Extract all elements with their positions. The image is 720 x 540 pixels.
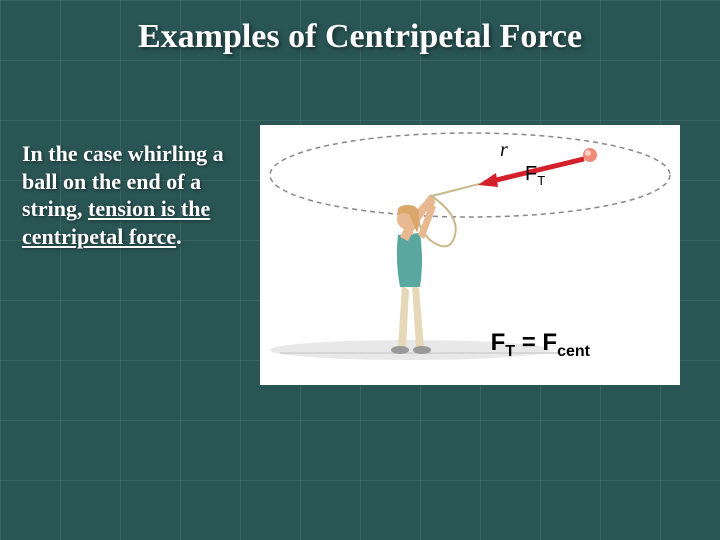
force-tension-label: FT <box>525 163 545 188</box>
body-line-underlined: centripetal force <box>22 224 176 249</box>
radius-label: r <box>500 139 508 162</box>
eq-sub1: T <box>505 343 515 360</box>
eq-F1: F <box>491 329 506 356</box>
ft-sub: T <box>537 173 545 188</box>
body-punct: . <box>176 224 182 249</box>
diagram-panel: r FT FT = Fcent <box>260 125 680 385</box>
slide-title: Examples of Centripetal Force <box>0 18 720 56</box>
diagram-svg <box>260 125 680 385</box>
eq-equals: = <box>515 329 542 356</box>
body-line-underlined: tension is the <box>88 196 210 221</box>
person <box>391 197 436 354</box>
body-text: In the case whirling a ball on the end o… <box>22 140 247 250</box>
equation: FT = Fcent <box>491 329 590 361</box>
body-line: In the case <box>22 141 122 166</box>
eq-sub2: cent <box>557 343 590 360</box>
ft-F: F <box>525 163 537 185</box>
ball-highlight <box>585 150 591 156</box>
force-arrow-head <box>478 173 498 187</box>
eq-F2: F <box>542 329 557 356</box>
orbit-path <box>270 133 670 217</box>
